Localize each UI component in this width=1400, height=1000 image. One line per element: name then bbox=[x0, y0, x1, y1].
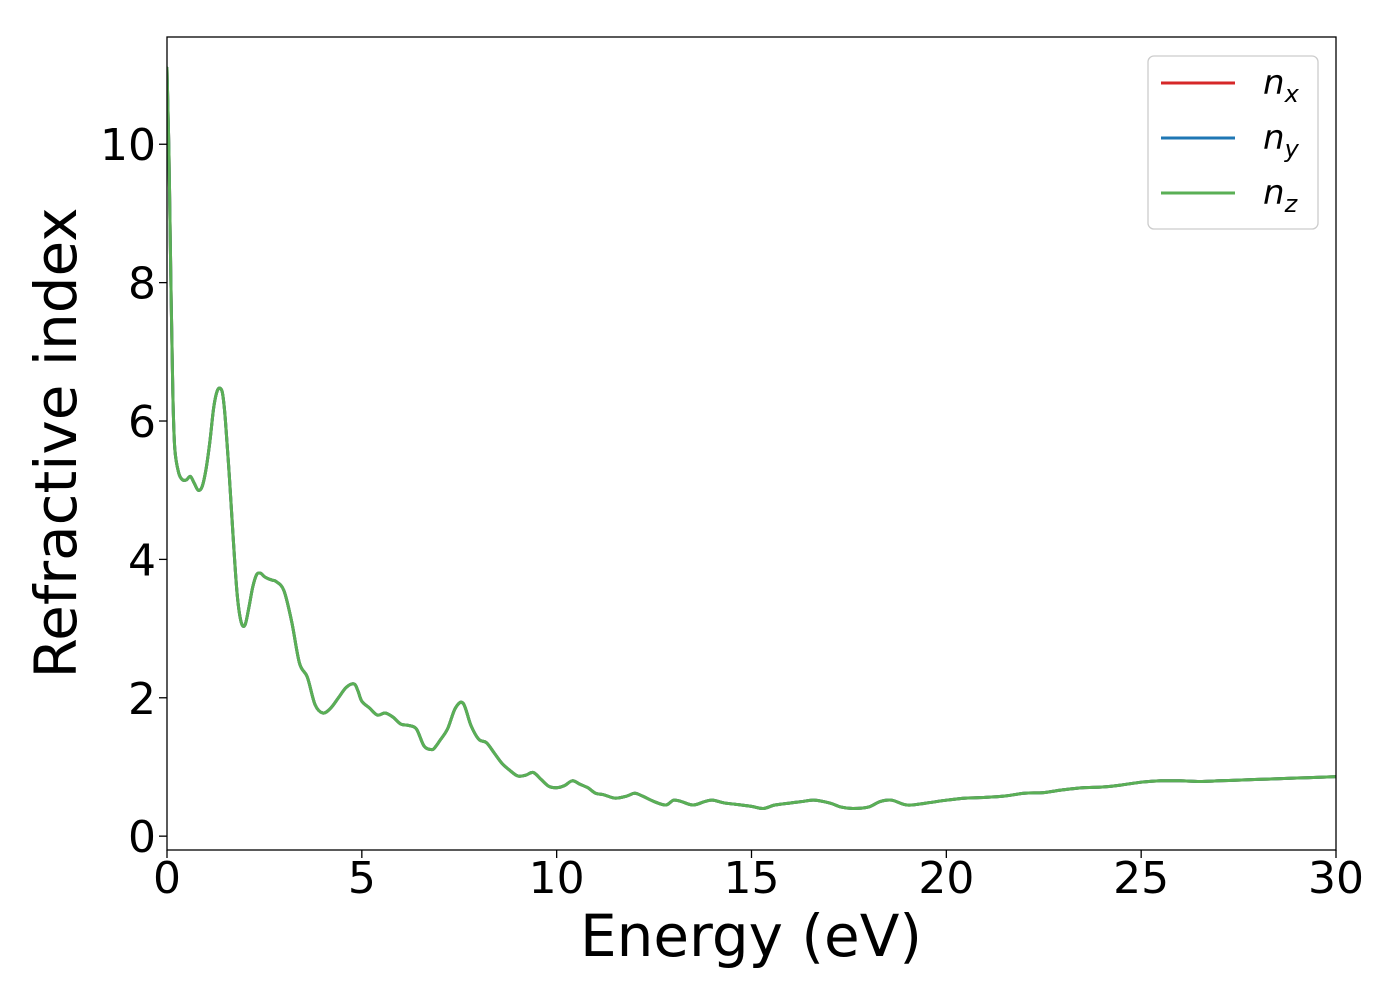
series-layer bbox=[167, 66, 1336, 810]
y-tick-label: 8 bbox=[128, 259, 156, 310]
x-tick-label: 15 bbox=[724, 853, 780, 904]
y-tick-label: 0 bbox=[128, 812, 156, 863]
legend-label-x: nx bbox=[1263, 63, 1300, 108]
x-tick-label: 30 bbox=[1308, 853, 1364, 904]
series-line-z bbox=[167, 66, 1336, 810]
legend-label-y: ny bbox=[1263, 118, 1300, 163]
x-tick-label: 20 bbox=[918, 853, 974, 904]
y-tick-label: 2 bbox=[128, 674, 156, 725]
legend-box bbox=[1147, 55, 1319, 230]
y-axis-title: Refractive index bbox=[22, 207, 90, 678]
x-tick-label: 5 bbox=[348, 853, 376, 904]
y-axis: 0 2 4 6 8 10 bbox=[100, 120, 167, 863]
y-tick-label: 4 bbox=[128, 535, 156, 586]
x-axis: 0 5 10 15 20 25 30 bbox=[153, 850, 1364, 904]
x-axis-title: Energy (eV) bbox=[580, 902, 922, 970]
legend-label-z: nz bbox=[1263, 173, 1299, 218]
x-tick-label: 25 bbox=[1113, 853, 1169, 904]
legend: nx ny nz bbox=[1147, 55, 1319, 230]
x-tick-label: 10 bbox=[529, 853, 585, 904]
x-tick-label: 0 bbox=[153, 853, 181, 904]
y-tick-label: 10 bbox=[100, 120, 156, 171]
y-tick-label: 6 bbox=[128, 397, 156, 448]
